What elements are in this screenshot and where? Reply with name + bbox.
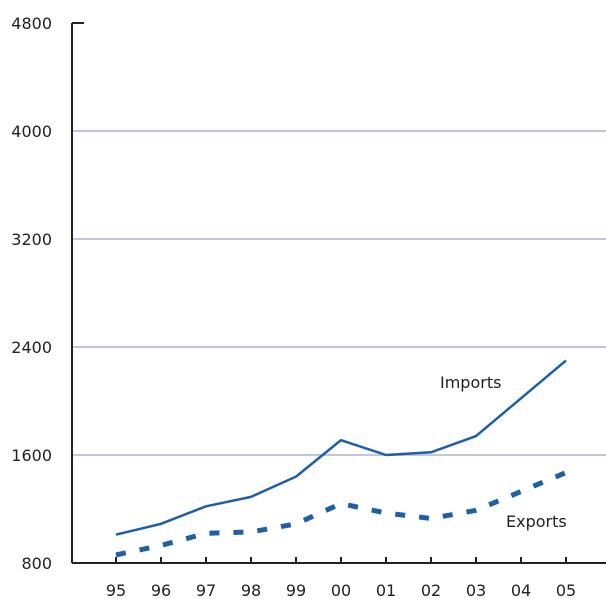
x-tick-label: 02 — [421, 581, 441, 599]
y-tick-label: 2400 — [11, 338, 52, 357]
x-tick-label: 04 — [511, 581, 531, 599]
x-tick-label: 98 — [241, 581, 261, 599]
x-tick-label: 97 — [196, 581, 216, 599]
y-tick-label: 4000 — [11, 122, 52, 141]
x-tick-label: 96 — [151, 581, 171, 599]
x-tick-label: 03 — [466, 581, 486, 599]
y-tick-labels: 800 1600 2400 3200 4000 4800 — [11, 14, 52, 573]
series-line-exports — [115, 470, 567, 558]
x-tick-label: 00 — [331, 581, 351, 599]
x-tick-labels: 95 96 97 98 99 00 01 02 03 04 05 — [106, 581, 576, 599]
x-tick-label: 05 — [556, 581, 576, 599]
y-tick-label: 1600 — [11, 446, 52, 465]
axes — [71, 22, 606, 564]
y-tick-label: 3200 — [11, 230, 52, 249]
y-tick-label: 800 — [21, 554, 52, 573]
x-tick-label: 99 — [286, 581, 306, 599]
gridlines — [72, 130, 606, 456]
x-tick-label: 95 — [106, 581, 126, 599]
series-label-imports: Imports — [440, 373, 501, 392]
series-lines — [115, 359, 567, 558]
y-tick-label: 4800 — [11, 14, 52, 33]
series-label-exports: Exports — [506, 512, 567, 531]
series-line-imports — [115, 359, 567, 536]
x-tick-label: 01 — [376, 581, 396, 599]
series-labels: Imports Exports — [440, 373, 567, 531]
